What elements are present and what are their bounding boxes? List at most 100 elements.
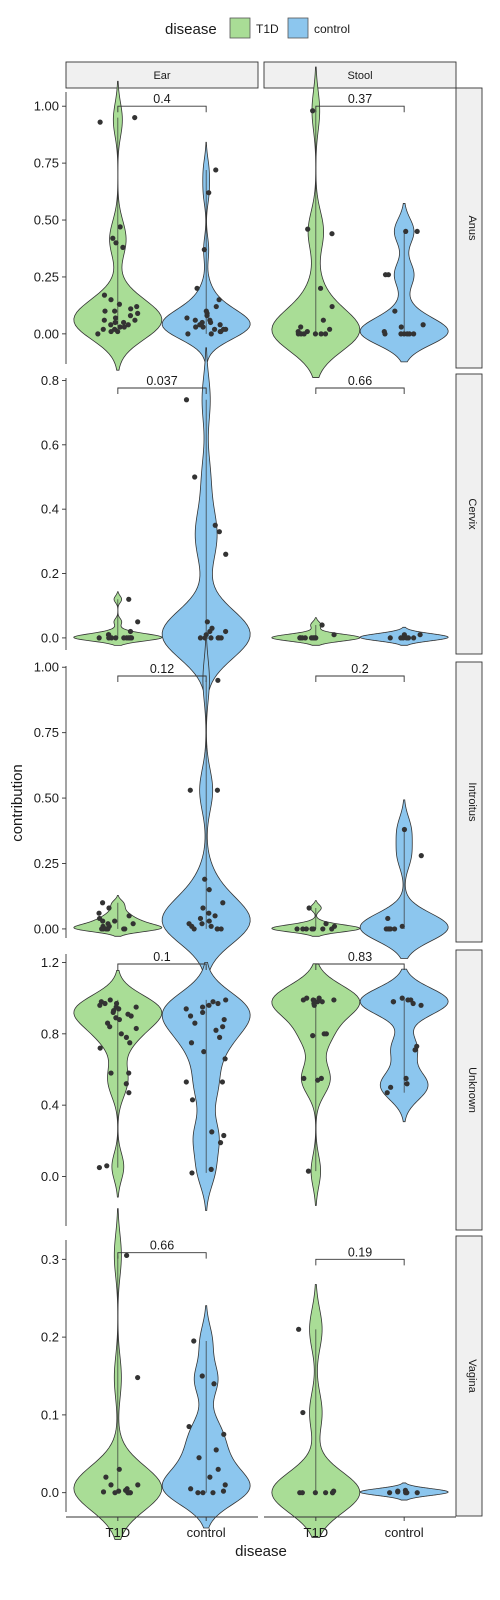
data-point-vagina-ear-t1d (135, 1482, 141, 1488)
y-tick-label-vagina: 0.0 (41, 1485, 59, 1500)
data-point-vagina-ear-t1d (125, 1490, 131, 1496)
data-point-vagina-ear-t1d (116, 1466, 122, 1472)
data-point-unknown-ear-control (189, 1170, 195, 1176)
data-point-vagina-ear-t1d (135, 1374, 141, 1381)
data-point-unknown-ear-control (209, 1129, 215, 1135)
data-point-anus-ear-t1d (110, 235, 116, 241)
data-point-anus-ear-control (185, 331, 191, 337)
data-point-introitus-ear-t1d (99, 900, 106, 906)
data-point-anus-stool-t1d (320, 317, 326, 323)
data-point-cervix-ear-t1d (127, 628, 134, 635)
panel-cervix-ear: 0.037 (73, 347, 251, 691)
data-point-unknown-ear-control (221, 1016, 227, 1023)
data-point-cervix-stool-control (411, 635, 417, 641)
data-point-introitus-ear-control (220, 900, 226, 906)
data-point-unknown-ear-control (215, 1000, 221, 1007)
data-point-cervix-ear-control (204, 619, 210, 625)
data-point-introitus-ear-t1d (100, 918, 106, 924)
pvalue-bracket-vagina-ear (117, 1252, 207, 1259)
data-point-unknown-ear-t1d (123, 1081, 129, 1087)
data-point-unknown-ear-control (199, 1004, 206, 1010)
data-point-unknown-stool-t1d (301, 1075, 307, 1082)
data-point-vagina-ear-control (199, 1373, 205, 1379)
data-point-unknown-ear-t1d (102, 1000, 108, 1007)
data-point-cervix-ear-control (208, 635, 214, 641)
pvalue-label-anus-ear: 0.4 (153, 92, 170, 106)
data-point-unknown-stool-control (399, 995, 405, 1001)
data-point-unknown-ear-t1d (107, 1024, 113, 1030)
data-point-unknown-ear-control (187, 1013, 194, 1019)
data-point-introitus-stool-t1d (300, 926, 306, 932)
x-tick-label-ear-control: control (187, 1525, 226, 1540)
y-tick-label-unknown: 1.2 (41, 955, 59, 970)
data-point-anus-ear-t1d (100, 326, 106, 332)
data-point-vagina-ear-t1d (108, 1482, 114, 1488)
data-point-cervix-stool-t1d (319, 622, 325, 628)
data-point-introitus-ear-control (199, 921, 205, 927)
x-axis-title: disease (235, 1543, 287, 1560)
data-point-anus-ear-t1d (115, 328, 121, 335)
data-point-anus-stool-control (382, 331, 388, 337)
data-point-anus-ear-t1d (134, 303, 140, 310)
data-point-anus-stool-control (414, 228, 420, 235)
pvalue-bracket-unknown-ear (117, 963, 207, 970)
data-point-introitus-ear-t1d (121, 926, 127, 932)
data-point-anus-ear-t1d (121, 319, 127, 326)
data-point-unknown-stool-control (403, 1075, 409, 1082)
data-point-anus-stool-t1d (310, 108, 316, 114)
data-point-anus-ear-control (213, 303, 219, 310)
data-point-anus-stool-t1d (318, 331, 324, 337)
data-point-cervix-ear-control (183, 397, 190, 403)
data-point-cervix-stool-control (404, 635, 410, 641)
y-tick-label-vagina: 0.2 (41, 1330, 59, 1345)
pvalue-label-unknown-ear: 0.1 (153, 950, 170, 964)
pvalue-label-vagina-stool: 0.19 (348, 1245, 372, 1259)
data-point-unknown-ear-t1d (116, 1016, 123, 1023)
data-point-unknown-ear-control (220, 1024, 226, 1030)
data-point-anus-ear-t1d (112, 319, 118, 326)
data-point-vagina-ear-control (186, 1423, 192, 1430)
legend-label-control: control (314, 22, 350, 36)
data-point-anus-ear-t1d (117, 324, 123, 330)
data-point-introitus-ear-control (206, 887, 212, 893)
data-point-vagina-ear-t1d (103, 1474, 109, 1480)
data-point-cervix-ear-t1d (135, 619, 141, 625)
data-point-vagina-ear-control (195, 1490, 201, 1496)
pvalue-bracket-cervix-ear (117, 387, 207, 394)
data-point-vagina-stool-control (414, 1490, 420, 1496)
data-point-anus-stool-t1d (312, 331, 319, 337)
pvalue-bracket-anus-stool (315, 105, 405, 113)
data-point-introitus-ear-control (206, 910, 212, 916)
row-strip-label-cervix: Cervix (466, 498, 478, 530)
data-point-anus-stool-control (398, 331, 404, 337)
panel-introitus-ear: 0.12 (73, 634, 251, 976)
data-point-unknown-stool-t1d (315, 1077, 321, 1083)
data-point-unknown-ear-t1d (97, 1002, 103, 1008)
pvalue-bracket-introitus-ear (117, 675, 207, 682)
pvalue-bracket-vagina-stool (315, 1258, 405, 1266)
data-point-vagina-ear-control (215, 1466, 221, 1472)
panel-anus-ear: 0.4 (73, 80, 251, 371)
data-point-introitus-ear-control (214, 926, 220, 932)
row-strip-anus (455, 87, 483, 369)
data-point-anus-stool-control (385, 272, 392, 278)
data-point-introitus-ear-t1d (106, 905, 112, 911)
data-point-anus-stool-control (398, 324, 404, 330)
data-point-anus-ear-t1d (117, 224, 123, 230)
data-point-vagina-ear-t1d (112, 1490, 118, 1496)
pvalue-bracket-anus-ear (117, 105, 207, 113)
data-point-anus-ear-t1d (113, 240, 119, 246)
y-tick-label-anus: 0.00 (34, 326, 59, 341)
y-tick-label-anus: 0.25 (34, 269, 59, 284)
data-point-unknown-ear-t1d (128, 1013, 134, 1019)
data-point-anus-ear-t1d (108, 297, 114, 303)
data-point-cervix-ear-control (216, 529, 222, 535)
data-point-unknown-stool-control (410, 1000, 416, 1007)
row-strip-label-vagina: Vagina (466, 1359, 478, 1393)
y-tick-label-vagina: 0.3 (41, 1252, 59, 1267)
data-point-anus-stool-control (392, 308, 398, 314)
data-point-introitus-ear-control (208, 923, 214, 929)
data-point-unknown-ear-control (221, 1132, 227, 1139)
data-point-unknown-stool-t1d (331, 997, 337, 1003)
data-point-cervix-ear-t1d (106, 635, 112, 641)
